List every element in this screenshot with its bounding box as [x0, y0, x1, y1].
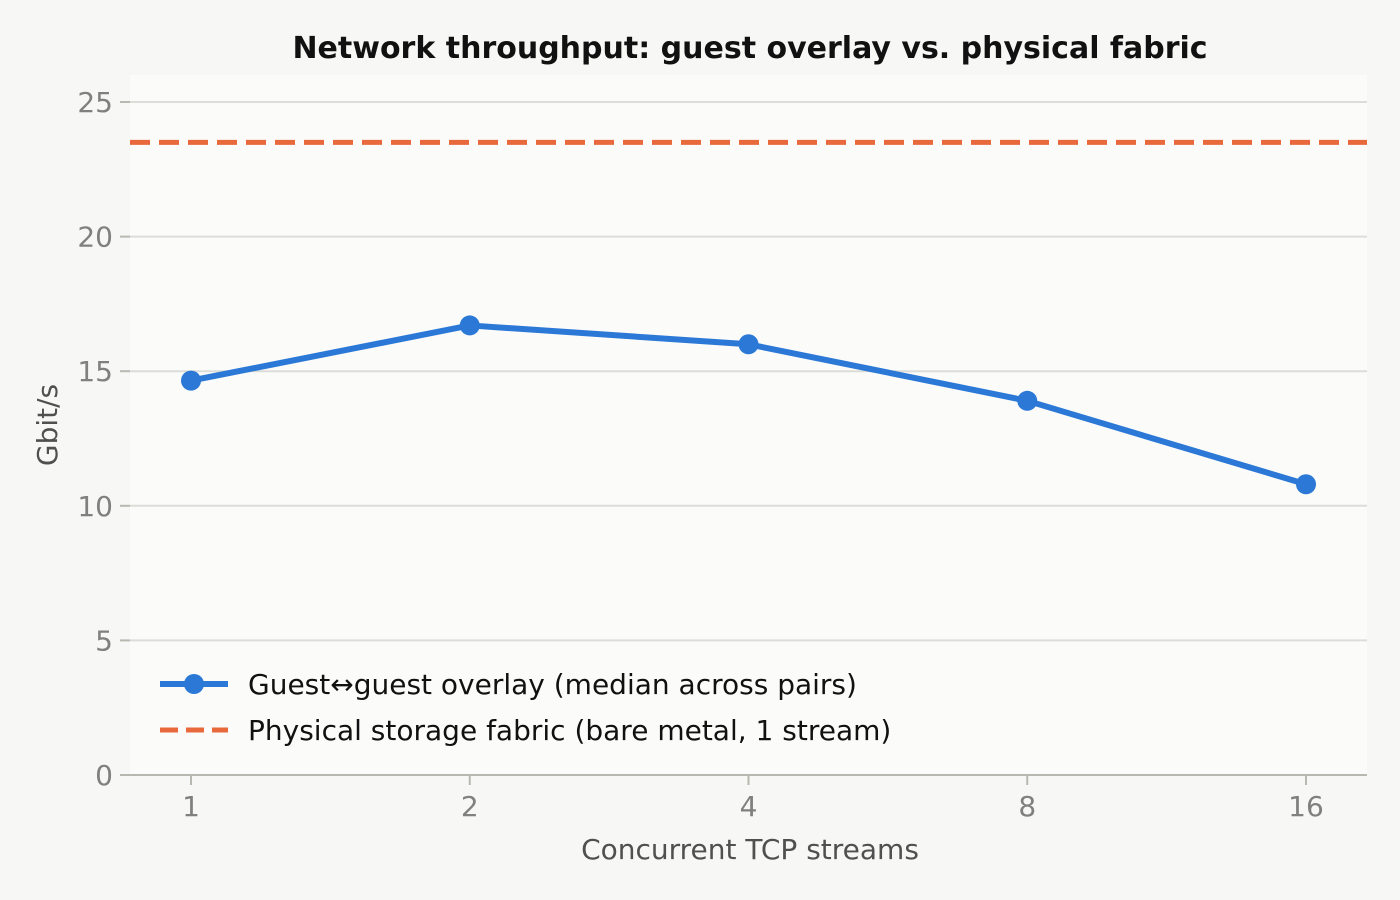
- x-tick-label: 8: [1018, 790, 1036, 823]
- overlay-point-2: [459, 315, 480, 336]
- legend: Guest↔guest overlay (median across pairs…: [160, 668, 891, 747]
- y-tick-label: 10: [77, 490, 113, 523]
- x-tick-label: 16: [1288, 790, 1324, 823]
- legend-overlay-marker-swatch: [184, 674, 204, 694]
- y-tick-label: 0: [95, 759, 113, 792]
- overlay-point-16: [1296, 474, 1316, 495]
- x-tick-label: 1: [182, 790, 200, 823]
- overlay-point-8: [1017, 390, 1038, 411]
- overlay-point-1: [181, 370, 201, 391]
- x-tick-label: 2: [461, 790, 479, 823]
- y-tick-label: 20: [77, 221, 113, 254]
- x-axis-label: Concurrent TCP streams: [581, 833, 919, 866]
- y-tick-label: 25: [77, 86, 113, 119]
- legend-label-fabric: Physical storage fabric (bare metal, 1 s…: [248, 714, 891, 747]
- gridlines: [130, 101, 1367, 642]
- legend-label-overlay: Guest↔guest overlay (median across pairs…: [248, 668, 857, 701]
- overlay-point-4: [738, 334, 759, 355]
- plot-area: [130, 75, 1367, 775]
- x-axis: 1 2 4 8 16: [182, 775, 1324, 823]
- y-axis: 0 5 10 15 20 25: [77, 86, 130, 792]
- y-axis-label: Gbit/s: [31, 384, 64, 466]
- y-tick-label: 5: [95, 624, 113, 657]
- series-layer: [130, 139, 1367, 495]
- x-tick-label: 4: [740, 790, 758, 823]
- chart-title: Network throughput: guest overlay vs. ph…: [292, 31, 1207, 66]
- y-tick-label: 15: [77, 355, 113, 388]
